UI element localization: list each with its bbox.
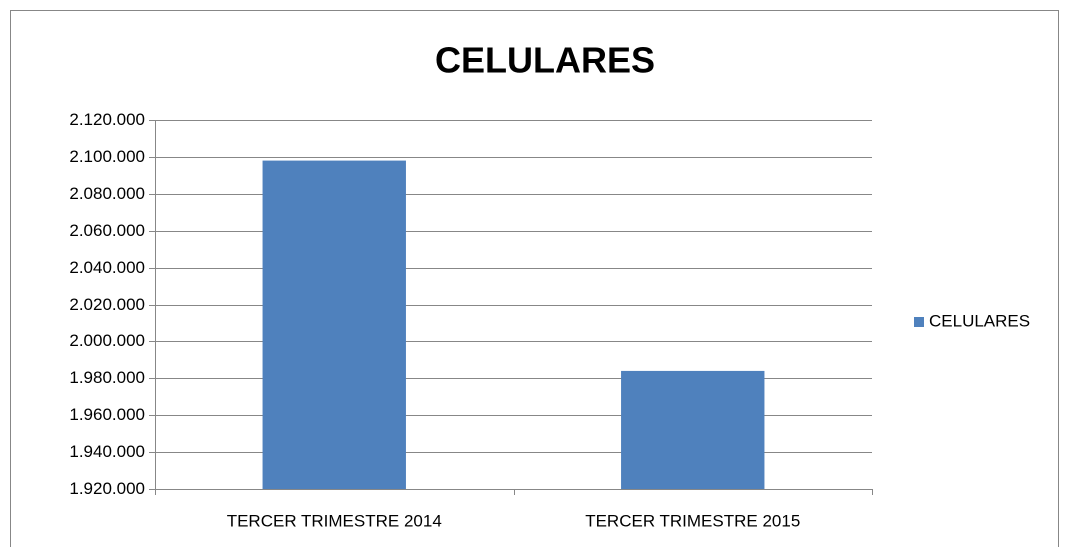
y-tick-label: 1.920.000: [69, 479, 145, 498]
y-tick-label: 1.940.000: [69, 442, 145, 461]
y-tick-label: 2.000.000: [69, 331, 145, 350]
y-tick-label: 2.020.000: [69, 295, 145, 314]
legend-swatch: [914, 317, 924, 327]
y-tick-label: 2.060.000: [69, 221, 145, 240]
y-tick-label: 2.040.000: [69, 258, 145, 277]
y-tick-label: 2.100.000: [69, 147, 145, 166]
y-tick-label: 1.980.000: [69, 368, 145, 387]
bar: [262, 160, 406, 489]
x-tick-label: TERCER TRIMESTRE 2015: [585, 511, 800, 530]
y-tick-label: 1.960.000: [69, 405, 145, 424]
chart-title: CELULARES: [435, 40, 655, 81]
legend-label: CELULARES: [929, 311, 1030, 330]
x-tick-label: TERCER TRIMESTRE 2014: [227, 511, 442, 530]
y-tick-label: 2.080.000: [69, 184, 145, 203]
y-tick-label: 2.120.000: [69, 110, 145, 129]
bar: [621, 370, 765, 489]
chart-border: [10, 10, 1059, 547]
